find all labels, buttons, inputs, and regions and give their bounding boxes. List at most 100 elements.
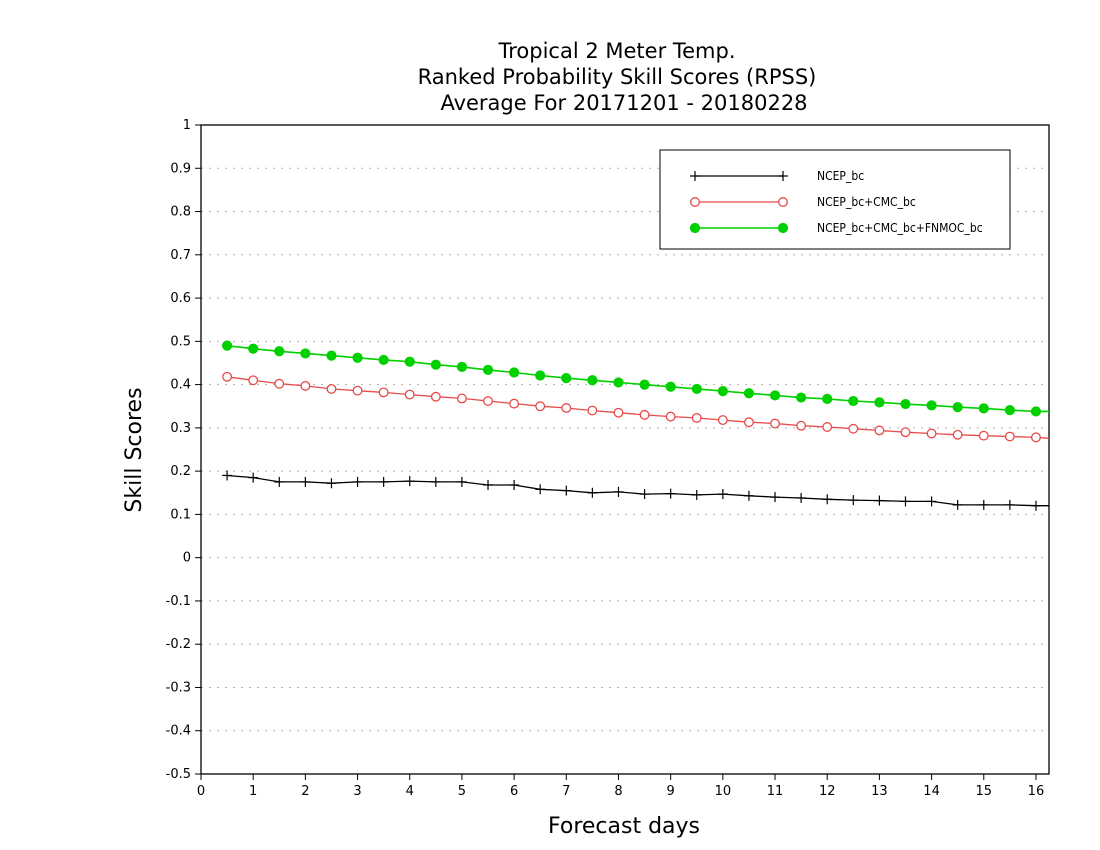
data-point xyxy=(717,489,728,500)
data-point xyxy=(848,395,859,407)
data-point xyxy=(743,490,754,501)
data-point xyxy=(1004,499,1015,510)
data-point xyxy=(456,361,468,372)
data-point xyxy=(404,356,415,367)
y-tick-label: 0.1 xyxy=(170,507,191,522)
data-point xyxy=(352,352,363,363)
x-tick-label: 9 xyxy=(667,784,675,799)
x-tick-label: 0 xyxy=(197,784,205,799)
x-tick-label: 15 xyxy=(975,784,992,799)
data-point xyxy=(639,379,650,390)
x-tick-label: 13 xyxy=(871,784,888,799)
x-tick-label: 2 xyxy=(301,784,309,799)
data-point xyxy=(430,391,441,402)
data-point xyxy=(326,383,337,394)
data-point xyxy=(378,354,389,366)
x-tick-label: 11 xyxy=(767,784,784,799)
data-point xyxy=(404,476,415,487)
data-point xyxy=(587,375,598,386)
data-point xyxy=(926,496,937,507)
y-tick-label: -0.5 xyxy=(166,767,191,782)
data-point xyxy=(1004,405,1015,416)
data-point xyxy=(326,478,337,489)
data-point xyxy=(848,423,859,434)
data-point xyxy=(952,499,963,510)
data-point xyxy=(482,364,494,375)
data-point xyxy=(874,425,885,436)
legend-label: NCEP_bc+CMC_bc+FNMOC_bc xyxy=(817,221,983,235)
data-point xyxy=(535,484,546,495)
data-point xyxy=(978,430,989,441)
data-point xyxy=(743,417,754,428)
chart-title-line-2: Ranked Probability Skill Scores (RPSS) xyxy=(418,65,817,89)
data-point xyxy=(665,411,676,422)
y-tick-label: 1 xyxy=(183,118,191,133)
data-point xyxy=(770,418,780,429)
chart-title-line-1: Tropical 2 Meter Temp. xyxy=(497,39,735,63)
data-point xyxy=(378,476,389,487)
x-tick-label: 1 xyxy=(249,784,257,799)
chart-title-line-3: Average For 20171201 - 20180228 xyxy=(440,91,807,115)
data-point xyxy=(665,381,676,392)
y-tick-label: 0.8 xyxy=(170,205,191,220)
data-point xyxy=(222,470,233,481)
data-point xyxy=(378,387,389,398)
data-point xyxy=(274,346,285,357)
data-point xyxy=(691,383,702,395)
y-tick-label: 0.2 xyxy=(170,464,191,479)
y-tick-label: -0.3 xyxy=(166,680,191,695)
data-point xyxy=(456,393,467,404)
data-point xyxy=(778,171,788,181)
x-axis-title: Forecast days xyxy=(548,814,700,839)
data-point xyxy=(613,377,624,388)
legend: NCEP_bc NCEP_bc+CMC_bc NCEP_bc+CMC_bc+FNMO… xyxy=(659,149,1011,250)
data-point xyxy=(691,489,702,500)
y-tick-label: 0.9 xyxy=(170,161,191,176)
y-tick-label: 0.5 xyxy=(170,334,191,349)
legend-entry: NCEP_bc xyxy=(690,169,864,183)
data-point xyxy=(483,396,493,406)
data-point xyxy=(352,476,363,487)
x-tick-label: 14 xyxy=(923,784,940,799)
data-point xyxy=(561,485,572,496)
data-point xyxy=(639,489,650,500)
data-point xyxy=(743,388,755,399)
data-point xyxy=(300,380,311,391)
data-point xyxy=(796,392,807,403)
axis-ticks: 1 0.9 0.8 0.7 0.6 0.5 0.4 0.3 0.2 0.1 0 -0.1 -0.2 -0.… xyxy=(166,118,1045,799)
data-point xyxy=(1031,432,1041,443)
data-point xyxy=(690,197,700,207)
data-point xyxy=(639,409,650,420)
series-line xyxy=(227,474,1049,507)
legend-entry: NCEP_bc+CMC_bc xyxy=(690,195,916,209)
data-point xyxy=(690,171,700,181)
data-point xyxy=(777,222,789,234)
series-line xyxy=(227,376,1050,439)
data-point xyxy=(483,479,494,490)
data-point xyxy=(404,389,415,400)
data-point xyxy=(900,398,911,410)
data-point xyxy=(665,488,676,499)
data-point xyxy=(926,428,937,439)
data-point xyxy=(509,479,520,490)
data-point xyxy=(822,393,833,404)
y-tick-label: 0.6 xyxy=(170,291,191,306)
data-point xyxy=(926,400,937,411)
y-tick-label: -0.1 xyxy=(166,594,191,609)
data-point xyxy=(1030,406,1042,417)
series-line xyxy=(227,344,1049,413)
data-point xyxy=(509,367,520,378)
data-point xyxy=(430,359,441,370)
legend-entry: NCEP_bc+CMC_bc+FNMOC_bc xyxy=(689,221,983,235)
y-tick-label: -0.2 xyxy=(166,637,191,652)
data-point xyxy=(509,398,520,409)
data-point xyxy=(222,371,233,382)
data-point xyxy=(952,429,963,440)
data-point xyxy=(770,492,781,503)
data-point xyxy=(587,487,598,498)
y-axis-title: Skill Scores xyxy=(122,387,147,512)
y-tick-label: 0.7 xyxy=(170,248,191,263)
data-point xyxy=(561,373,572,384)
x-tick-label: 4 xyxy=(406,784,414,799)
